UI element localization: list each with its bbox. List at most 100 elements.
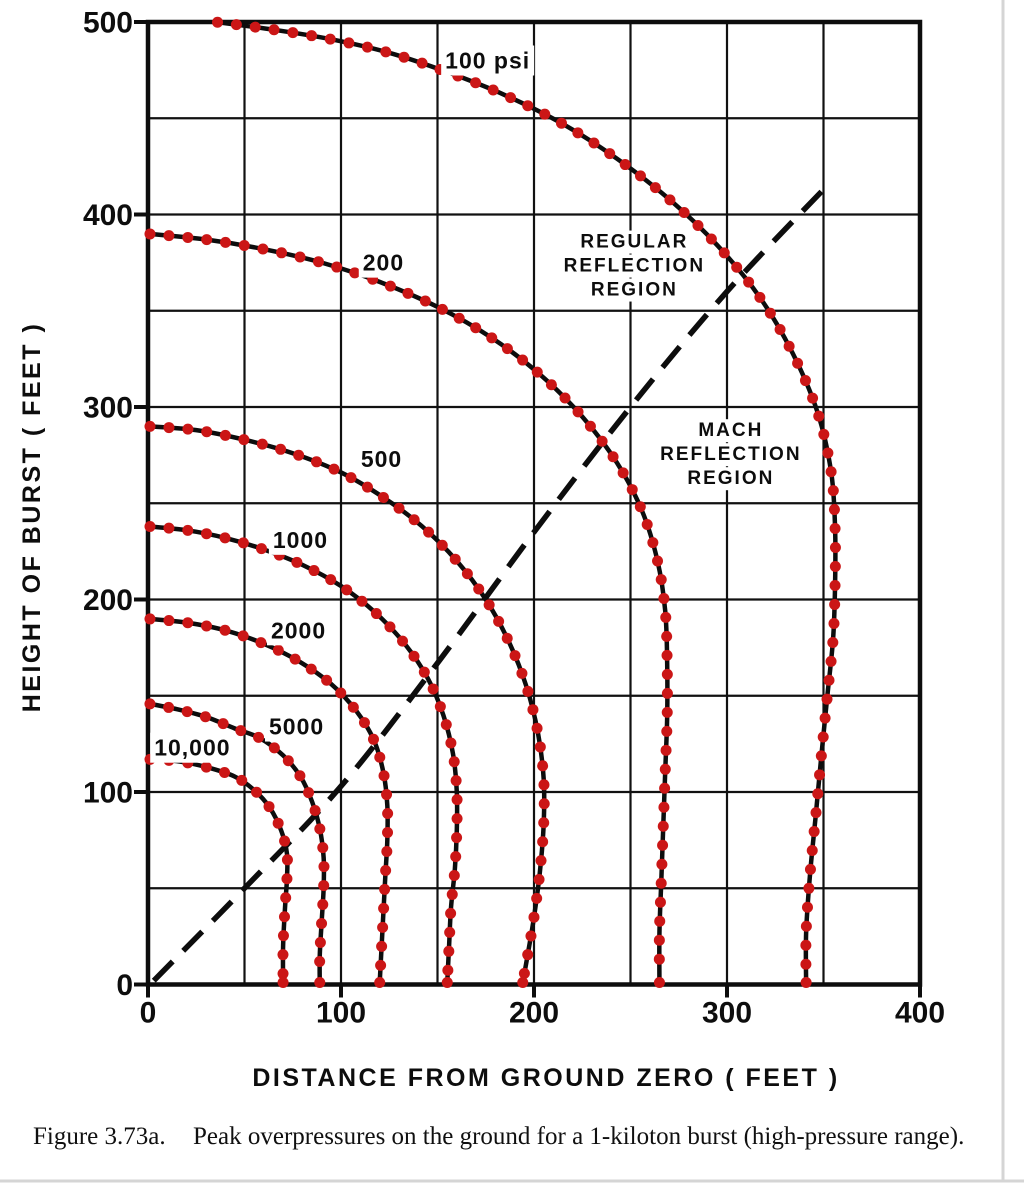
data-dot	[634, 501, 646, 513]
data-dot	[617, 467, 629, 479]
data-dot	[656, 858, 668, 870]
data-dot	[316, 918, 328, 930]
data-dot	[522, 100, 534, 112]
data-dot	[660, 611, 672, 623]
data-dot	[661, 706, 673, 718]
data-dot	[251, 786, 263, 798]
data-dot	[537, 836, 549, 848]
data-dot	[310, 456, 322, 468]
data-dot	[370, 608, 382, 620]
data-dot	[144, 228, 156, 240]
data-dot	[658, 592, 670, 604]
data-dot	[743, 276, 755, 288]
curve-label-500-psi: 500	[361, 446, 402, 472]
data-dot	[441, 977, 453, 989]
data-dot	[829, 542, 841, 554]
data-dot	[163, 422, 175, 434]
regular-reflection-region-line: REGULAR	[580, 232, 688, 253]
boundary-dashed-line	[151, 187, 826, 983]
data-dot	[652, 555, 664, 567]
data-dot	[446, 888, 458, 900]
data-dot	[255, 543, 267, 555]
data-dot	[263, 801, 275, 813]
regular-reflection-region-line: REFLECTION	[564, 256, 705, 277]
data-dot	[182, 524, 194, 536]
data-dot	[450, 851, 462, 863]
data-dot	[445, 907, 457, 919]
data-dot	[588, 137, 600, 149]
data-dot	[212, 16, 224, 28]
data-dot	[294, 770, 306, 782]
data-dot	[517, 977, 529, 989]
x-tick-label: 200	[509, 997, 559, 1030]
data-dot	[200, 761, 212, 773]
data-dot	[281, 854, 293, 866]
data-dot	[505, 92, 517, 104]
data-dot	[525, 930, 537, 942]
data-dot	[451, 832, 463, 844]
data-dot	[814, 769, 826, 781]
data-dot	[470, 77, 482, 89]
data-dot	[487, 84, 499, 96]
data-dot	[303, 787, 315, 799]
data-dot	[181, 706, 193, 718]
data-dot	[522, 685, 534, 697]
data-dot	[163, 230, 175, 242]
data-dot	[818, 428, 830, 440]
data-dot	[534, 741, 546, 753]
data-dot	[277, 977, 289, 988]
data-dot	[537, 760, 549, 772]
data-dot	[397, 635, 409, 647]
y-tick-label: 400	[83, 199, 133, 232]
label-mask	[268, 524, 333, 555]
data-dot	[654, 915, 666, 927]
data-dot	[660, 744, 672, 756]
data-dot	[829, 580, 841, 592]
data-dot	[367, 733, 379, 745]
data-dot	[384, 621, 396, 633]
data-dot	[657, 820, 669, 832]
data-dot	[375, 959, 387, 971]
curve-line-500	[147, 424, 547, 985]
data-dot	[279, 835, 291, 847]
mach-reflection-region-line: REFLECTION	[660, 444, 801, 465]
data-dot	[182, 231, 194, 243]
curve-label-5000-psi: 5000	[269, 714, 324, 740]
y-tick-label: 300	[83, 392, 133, 425]
data-dot	[501, 343, 513, 355]
data-dot	[535, 855, 547, 867]
data-dot	[219, 766, 231, 778]
data-dot	[380, 46, 392, 58]
data-dot	[356, 595, 368, 607]
data-dot	[219, 624, 231, 636]
data-dot	[649, 182, 661, 194]
label-mask	[356, 443, 407, 474]
data-dot	[377, 491, 389, 503]
data-dot	[376, 940, 388, 952]
data-dot	[822, 447, 834, 459]
data-dot	[634, 170, 646, 182]
data-dot	[419, 295, 431, 307]
label-mask	[150, 732, 235, 763]
data-dot	[305, 663, 317, 675]
data-dot	[678, 206, 690, 218]
data-dot	[655, 877, 667, 889]
data-dot	[278, 911, 290, 923]
data-dot	[659, 782, 671, 794]
data-dot	[518, 967, 530, 979]
data-dot	[341, 584, 353, 596]
data-dot	[659, 763, 671, 775]
data-dot	[418, 666, 430, 678]
data-dot	[808, 826, 820, 838]
data-dot	[527, 704, 539, 716]
data-dot	[813, 410, 825, 422]
data-dot	[268, 24, 280, 36]
data-dot	[817, 731, 829, 743]
data-dot	[253, 731, 265, 743]
data-dot	[384, 280, 396, 292]
mach-reflection-region-line: REGION	[687, 468, 774, 489]
curve-line-200	[147, 231, 670, 985]
curve-label-10000-psi: 10,000	[154, 735, 230, 761]
data-dot	[402, 287, 414, 299]
y-tick-label: 100	[83, 777, 133, 810]
